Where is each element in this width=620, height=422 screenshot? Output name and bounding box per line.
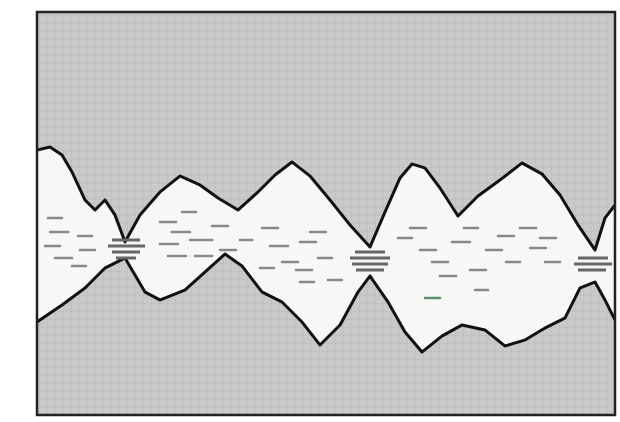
dashes [43, 210, 562, 292]
node-hatching [108, 238, 612, 272]
upper-envelope [37, 145, 615, 252]
envelope-fill [37, 147, 615, 352]
scatter-dashes [43, 210, 562, 300]
node-right [574, 256, 612, 272]
lower-envelope [37, 252, 615, 354]
node-middle [350, 250, 390, 272]
frame [35, 10, 617, 417]
node-left [108, 238, 145, 260]
waveform [37, 145, 615, 354]
